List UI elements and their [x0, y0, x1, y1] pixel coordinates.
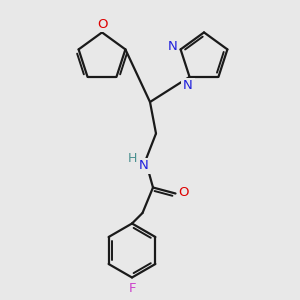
- Text: N: N: [183, 80, 193, 92]
- Text: H: H: [127, 152, 137, 166]
- Text: O: O: [97, 17, 108, 31]
- Text: N: N: [167, 40, 177, 53]
- Text: F: F: [128, 281, 136, 295]
- Text: O: O: [179, 185, 189, 199]
- Text: N: N: [139, 159, 149, 172]
